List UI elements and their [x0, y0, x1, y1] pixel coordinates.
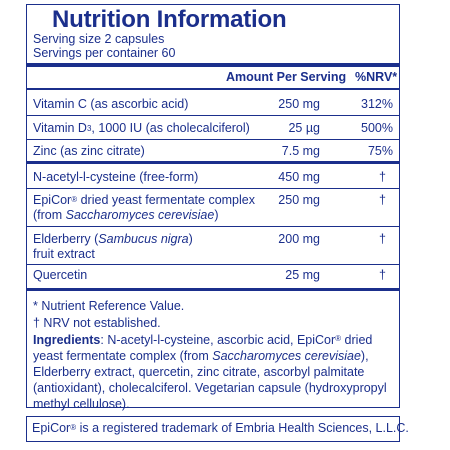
nutrient-nrv: †	[379, 232, 386, 246]
servings-per-container: Servings per container 60	[33, 46, 176, 60]
nutrition-panel	[26, 4, 400, 408]
panel-title: Nutrition Information	[52, 6, 287, 33]
name-text: Elderberry (	[33, 232, 99, 246]
ingredients-text: Ingredients: N-acetyl-l-cysteine, ascorb…	[33, 332, 395, 412]
ingredients-part: ), Elderberry extract, quercetin, zinc c…	[33, 349, 387, 411]
nrv-header: %NRV*	[355, 70, 398, 84]
trademark-text: EpiCor	[32, 421, 71, 435]
name-text: )	[214, 208, 219, 222]
serving-size: Serving size 2 capsules	[33, 32, 165, 46]
nutrient-amount: 25 mg	[285, 268, 320, 282]
thick-rule-middle	[27, 161, 399, 164]
nutrient-name-line2: (from Saccharomyces cerevisiae)	[33, 208, 218, 223]
row-divider	[27, 264, 399, 265]
latin-name: Saccharomyces cerevisiae	[212, 349, 361, 363]
latin-name: Saccharomyces cerevisiae	[65, 208, 215, 222]
trademark-box: EpiCor® is a registered trademark of Emb…	[26, 416, 409, 442]
nutrient-name: Zinc (as zinc citrate)	[33, 144, 145, 158]
nutrient-nrv: †	[379, 170, 386, 184]
thick-rule-bottom	[27, 288, 399, 291]
latin-name: Sambucus nigra	[98, 232, 189, 246]
name-text: EpiCor	[33, 193, 72, 207]
nutrient-nrv: †	[379, 193, 386, 207]
nutrient-amount: 250 mg	[278, 193, 320, 207]
amount-header: Amount Per Serving	[226, 70, 347, 84]
trademark-text: is a registered trademark of Embria Heal…	[76, 421, 409, 435]
ingredients-part: dried yeast fermentate complex (from	[33, 333, 373, 363]
nutrient-amount: 7.5 mg	[281, 144, 320, 158]
nutrient-amount: 250 mg	[278, 97, 320, 111]
registered-mark: ®	[335, 334, 342, 343]
thick-rule-top	[27, 63, 399, 67]
nutrient-name: EpiCor® dried yeast fermentate complex	[33, 193, 255, 208]
nutrient-name: Vitamin D3, 1000 IU (as cholecalciferol)	[33, 121, 250, 136]
nutrient-nrv: 500%	[361, 121, 393, 135]
registered-mark: ®	[71, 195, 78, 204]
row-divider	[27, 115, 399, 116]
nutrient-amount: 450 mg	[278, 170, 320, 184]
nutrient-nrv: 75%	[367, 144, 393, 158]
nutrient-nrv: 312%	[361, 97, 393, 111]
nutrient-name-line2: fruit extract	[33, 247, 95, 261]
nutrient-name: N-acetyl-l-cysteine (free-form)	[33, 170, 199, 184]
nutrient-amount: 200 mg	[278, 232, 320, 246]
ingredients-part: : N-acetyl-l-cysteine, ascorbic acid, Ep…	[100, 333, 336, 347]
not-established-footnote: † NRV not established.	[33, 316, 161, 330]
nutrient-name: Quercetin	[33, 268, 88, 282]
header-rule	[27, 88, 399, 90]
name-text: Vitamin D	[33, 121, 87, 135]
registered-mark: ®	[70, 423, 77, 432]
row-divider	[27, 188, 399, 189]
name-text: )	[188, 232, 193, 246]
name-text: dried yeast fermentate complex	[77, 193, 255, 207]
ingredients-label: Ingredients	[33, 333, 101, 347]
nutrient-amount: 25 µg	[288, 121, 320, 135]
nutrient-name: Vitamin C (as ascorbic acid)	[33, 97, 189, 111]
nutrient-name: Elderberry (Sambucus nigra)	[33, 232, 193, 247]
subscript-text: 3	[86, 124, 92, 133]
row-divider	[27, 226, 399, 227]
nrv-footnote: * Nutrient Reference Value.	[33, 299, 185, 313]
nutrient-nrv: †	[379, 268, 386, 282]
row-divider	[27, 139, 399, 140]
name-text: , 1000 IU (as cholecalciferol)	[91, 121, 250, 135]
name-text: (from	[33, 208, 66, 222]
